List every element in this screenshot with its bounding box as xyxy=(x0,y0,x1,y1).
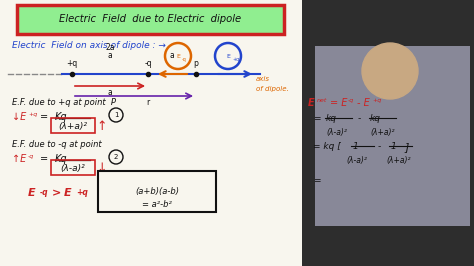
Text: E: E xyxy=(308,98,315,108)
Text: kq: kq xyxy=(370,114,381,123)
Text: of dipole.: of dipole. xyxy=(256,86,289,92)
Text: -q: -q xyxy=(348,98,354,103)
Text: Kq: Kq xyxy=(55,112,68,122)
Text: (λ+a)²: (λ+a)² xyxy=(386,156,410,165)
Text: E.F. due to -q at point: E.F. due to -q at point xyxy=(12,140,101,149)
Text: axis: axis xyxy=(256,76,270,82)
Text: Kq: Kq xyxy=(55,154,68,164)
Text: 1: 1 xyxy=(114,112,118,118)
FancyBboxPatch shape xyxy=(302,0,474,266)
Text: E: E xyxy=(64,188,72,198)
Text: (a+b)(a-b): (a+b)(a-b) xyxy=(135,187,179,196)
Text: E: E xyxy=(176,53,180,59)
Text: (λ+a)²: (λ+a)² xyxy=(58,122,88,131)
Text: a: a xyxy=(108,88,112,97)
Text: Electric  Field on axis of dipole : →: Electric Field on axis of dipole : → xyxy=(12,41,166,51)
FancyBboxPatch shape xyxy=(0,0,302,266)
Text: 1: 1 xyxy=(353,142,359,151)
Text: >: > xyxy=(52,188,61,198)
Text: ↓E: ↓E xyxy=(12,112,26,122)
Text: kq: kq xyxy=(326,114,337,123)
Text: (λ-a)²: (λ-a)² xyxy=(326,128,347,137)
FancyBboxPatch shape xyxy=(315,46,470,226)
Text: E: E xyxy=(226,53,230,59)
Text: (λ+a)²: (λ+a)² xyxy=(370,128,394,137)
Circle shape xyxy=(362,43,418,99)
Text: E.F. due to +q at point  P: E.F. due to +q at point P xyxy=(12,98,116,107)
Text: r: r xyxy=(146,98,150,107)
Text: a: a xyxy=(170,51,174,60)
Text: -: - xyxy=(378,142,381,151)
Text: 2a: 2a xyxy=(105,43,115,52)
Text: =: = xyxy=(40,154,48,164)
Text: =: = xyxy=(313,114,320,123)
Text: - E: - E xyxy=(357,98,370,108)
Text: = a²-b²: = a²-b² xyxy=(142,200,172,209)
Text: = kq [: = kq [ xyxy=(313,142,341,151)
Text: =: = xyxy=(313,176,320,185)
Text: +q: +q xyxy=(66,59,78,68)
Text: p: p xyxy=(193,59,199,68)
Text: +q: +q xyxy=(372,98,381,103)
Text: +q: +q xyxy=(76,188,88,197)
Text: -: - xyxy=(358,114,361,123)
Text: -q: -q xyxy=(28,154,34,159)
Text: +q: +q xyxy=(28,112,37,117)
Text: ]: ] xyxy=(404,142,409,152)
Text: ↓: ↓ xyxy=(96,161,107,174)
Text: -q: -q xyxy=(144,59,152,68)
Text: = E: = E xyxy=(330,98,347,108)
Text: =: = xyxy=(40,112,48,122)
Text: (λ-a)²: (λ-a)² xyxy=(61,164,85,172)
Text: -q: -q xyxy=(40,188,49,197)
Text: +q: +q xyxy=(232,57,239,63)
Text: 1: 1 xyxy=(391,142,397,151)
Text: Electric  Field  due to Electric  dipole: Electric Field due to Electric dipole xyxy=(59,15,241,24)
Text: a: a xyxy=(108,51,112,60)
Text: -q: -q xyxy=(182,57,187,63)
Text: (λ-a)²: (λ-a)² xyxy=(346,156,367,165)
Text: ↑E: ↑E xyxy=(12,154,26,164)
Text: 2: 2 xyxy=(114,154,118,160)
Text: ↑: ↑ xyxy=(96,119,107,132)
Text: E: E xyxy=(28,188,36,198)
Text: net: net xyxy=(317,98,328,103)
FancyBboxPatch shape xyxy=(17,5,284,34)
